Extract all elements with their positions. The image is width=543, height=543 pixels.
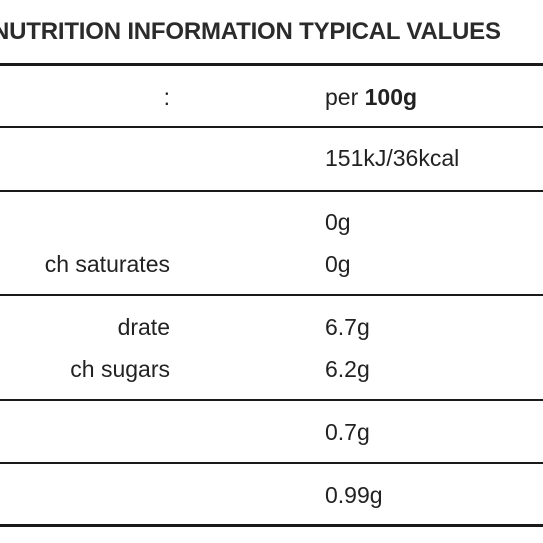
row-value-per: per 100g — [325, 82, 417, 112]
row-divider — [0, 294, 543, 296]
per-amount: 100g — [364, 84, 418, 110]
row-value-saturates: 0g — [325, 251, 351, 277]
table-bottom-rule — [0, 524, 543, 527]
table-header: NUTRITION INFORMATION TYPICAL VALUES — [0, 18, 501, 45]
row-value-carbohydrate: 6.7g — [325, 314, 370, 340]
row-value-salt: 0.99g — [325, 482, 383, 508]
row-value-fat: 0g — [325, 209, 351, 235]
row-label-per: : — [163, 84, 170, 110]
row-divider — [0, 462, 543, 464]
row-value-energy: 151kJ/36kcal — [325, 145, 460, 171]
row-value-protein: 0.7g — [325, 419, 370, 445]
row-divider — [0, 399, 543, 401]
row-label-sugars: ch sugars — [70, 356, 170, 382]
row-value-sugars: 6.2g — [325, 356, 370, 382]
row-label-carbohydrate: drate — [117, 314, 170, 340]
row-label-saturates: ch saturates — [44, 251, 170, 277]
header-divider — [0, 63, 543, 66]
row-divider — [0, 126, 543, 128]
per-prefix: per — [325, 84, 359, 110]
row-divider — [0, 190, 543, 192]
